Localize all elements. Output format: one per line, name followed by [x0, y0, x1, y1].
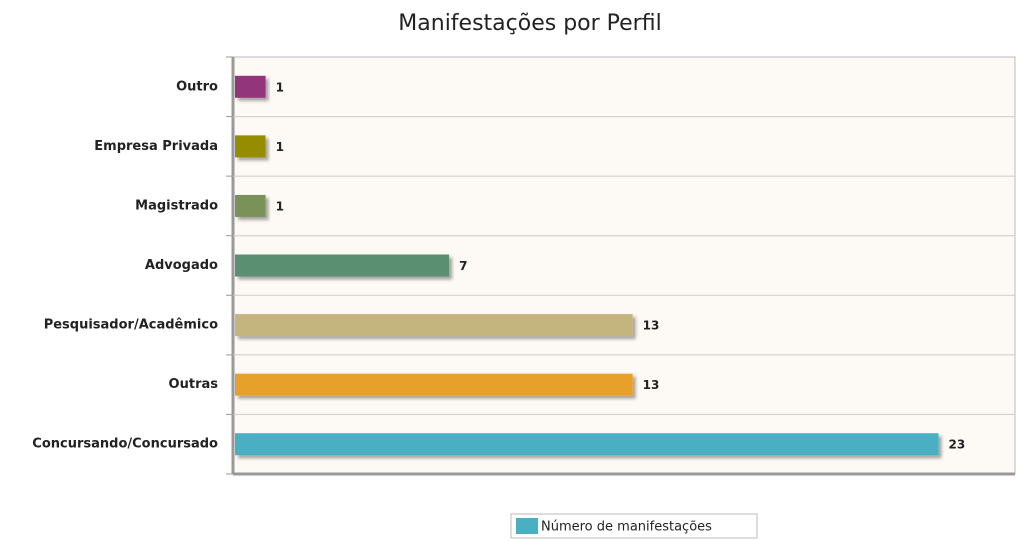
data-label: 13 — [643, 319, 660, 333]
data-label: 7 — [459, 259, 467, 273]
legend-label: Número de manifestações — [541, 520, 712, 535]
y-tick-label: Magistrado — [135, 198, 218, 213]
data-label: 13 — [643, 378, 660, 392]
data-label: 1 — [276, 140, 284, 154]
bar — [235, 314, 633, 337]
y-tick-label: Outro — [176, 79, 218, 94]
legend — [510, 513, 758, 539]
bar — [235, 194, 266, 217]
y-tick-label: Pesquisador/Acadêmico — [44, 318, 218, 333]
data-label: 1 — [276, 199, 284, 213]
y-tick-label: Outras — [169, 377, 219, 392]
bar — [235, 373, 633, 396]
data-label: 1 — [276, 80, 284, 94]
legend-swatch — [516, 518, 538, 534]
chart-title: Manifestações por Perfil — [398, 11, 661, 36]
bar — [235, 75, 266, 98]
bar — [235, 433, 939, 456]
y-tick-label: Empresa Privada — [94, 139, 218, 154]
data-label: 23 — [949, 438, 966, 452]
y-tick-label: Advogado — [145, 258, 218, 273]
bar — [235, 254, 450, 277]
bar — [235, 135, 266, 158]
y-tick-label: Concursando/Concursado — [32, 437, 218, 452]
